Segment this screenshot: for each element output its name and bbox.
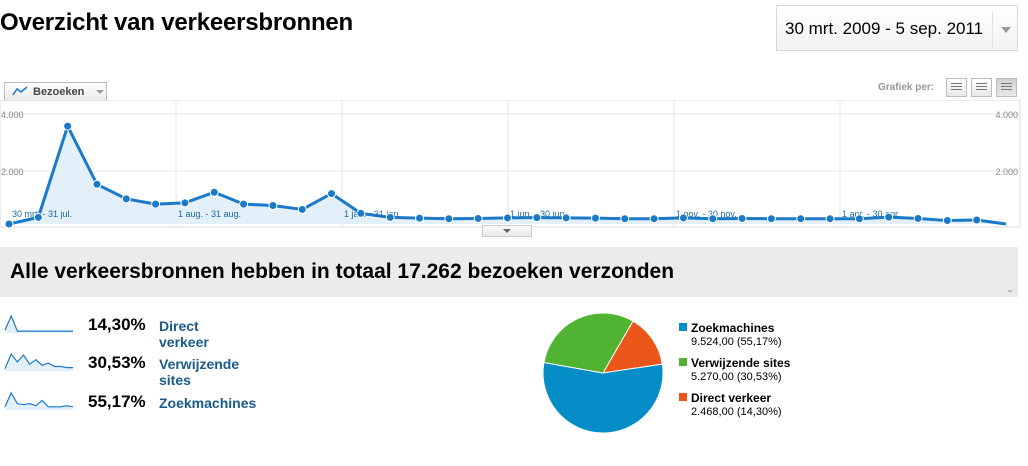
data-point[interactable] [942,216,952,226]
data-point[interactable] [796,214,806,224]
data-point[interactable] [33,212,43,222]
pie-slice[interactable] [602,320,663,374]
legend-value: 5.270,00 (30,53%) [691,371,782,383]
legend-name: Direct verkeer [691,391,772,405]
legend-name: Zoekmachines [691,321,775,335]
pie-slice[interactable] [542,361,664,434]
source-percentage: 30,53% [88,353,146,372]
legend-name: Verwijzende sites [691,356,791,370]
data-point[interactable] [708,214,718,224]
data-point[interactable] [121,194,131,204]
graph-per-day-button[interactable] [946,78,967,97]
summary-banner: Alle verkeersbronnen hebben in totaal 17… [0,247,1018,297]
x-tick-label: 30 mrt. - 31 jul. [12,209,72,219]
x-tick-label: 1 nov. - 30 nov. [676,209,737,219]
data-point[interactable] [590,213,600,223]
data-point[interactable] [180,198,190,208]
y-tick-label-left: 4.000 [1,110,24,120]
data-point[interactable] [327,189,337,199]
graph-per-month-button[interactable] [996,78,1017,97]
data-point[interactable] [151,199,161,209]
sparkline-direct [4,314,73,333]
data-point[interactable] [385,212,395,222]
source-link-referral[interactable]: Verwijzende sites [159,356,240,388]
data-point[interactable] [473,213,483,223]
sparkline-line [4,314,73,332]
data-point[interactable] [766,214,776,224]
y-tick-label-left: 2.000 [1,167,24,177]
x-tick-label: 1 aug. - 31 aug. [178,209,241,219]
legend-swatch [679,323,687,331]
sparkline-line [4,391,74,408]
data-point[interactable] [620,214,630,224]
data-point[interactable] [4,219,14,229]
data-point[interactable] [825,214,835,224]
data-point[interactable] [92,179,102,189]
chevron-down-icon[interactable] [1001,27,1011,33]
data-point[interactable] [356,208,366,218]
legend-swatch [679,358,687,366]
data-point[interactable] [268,200,278,210]
data-point[interactable] [561,213,571,223]
y-tick-label-right: 4.000 [995,110,1018,120]
metric-selector[interactable]: Bezoeken [4,82,107,101]
page-title: Overzicht van verkeersbronnen [0,9,354,36]
data-point[interactable] [503,213,512,223]
chart-collapse-handle[interactable] [482,225,532,237]
list-icon [1001,83,1012,92]
date-range-text: 30 mrt. 2009 - 5 sep. 2011 [785,19,984,38]
legend-value: 9.524,00 (55,17%) [691,336,782,348]
data-point[interactable] [415,213,425,223]
sparkline-referral [4,352,73,371]
area-fill [9,126,1006,224]
data-point[interactable] [972,215,982,225]
graph-per-label: Grafiek per: [878,82,935,93]
data-point[interactable] [854,214,864,224]
graph-per-week-button[interactable] [971,78,992,97]
legend-value: 2.468,00 (14,30%) [691,406,782,418]
metric-label: Bezoeken [33,86,85,98]
list-icon [976,83,987,92]
data-point[interactable] [884,212,894,222]
data-point[interactable] [913,213,923,223]
summary-headline: Alle verkeersbronnen hebben in totaal 17… [10,260,675,283]
chevron-down-icon [503,229,511,233]
chevron-down-icon [96,90,104,94]
visits-chart: 4.000 4.000 2.000 2.000 30 mrt. - 31 jul. 1 a… [0,100,1021,229]
corner-arrow-icon [1007,290,1013,293]
line-chart-icon [12,86,28,96]
data-point[interactable] [737,213,747,223]
sparkline-search [4,391,74,410]
source-percentage: 14,30% [88,315,146,334]
source-link-search[interactable]: Zoekmachines [159,395,257,411]
data-point[interactable] [239,199,249,209]
x-tick-label: 1 apr. - 30 apr. [842,209,900,219]
legend-swatch [679,393,687,401]
traffic-pie-chart [542,312,664,434]
sparkline-fill [5,393,73,410]
list-icon [951,83,962,92]
sparkline-line [4,352,73,369]
date-range-picker[interactable]: 30 mrt. 2009 - 5 sep. 2011 [776,5,1018,51]
data-point[interactable] [444,214,454,224]
data-point[interactable] [297,204,307,214]
date-range-divider [992,10,993,47]
y-tick-label-right: 2.000 [995,167,1018,177]
pie-slice[interactable] [543,312,634,374]
data-point[interactable] [63,121,73,131]
data-point[interactable] [678,213,688,223]
source-percentage: 55,17% [88,392,146,411]
data-point[interactable] [649,214,659,224]
data-point[interactable] [532,213,542,223]
data-point[interactable] [209,187,219,197]
source-link-direct[interactable]: Direct verkeer [159,318,209,350]
x-tick-label: 1 jan. - 31 jan. [344,209,401,219]
